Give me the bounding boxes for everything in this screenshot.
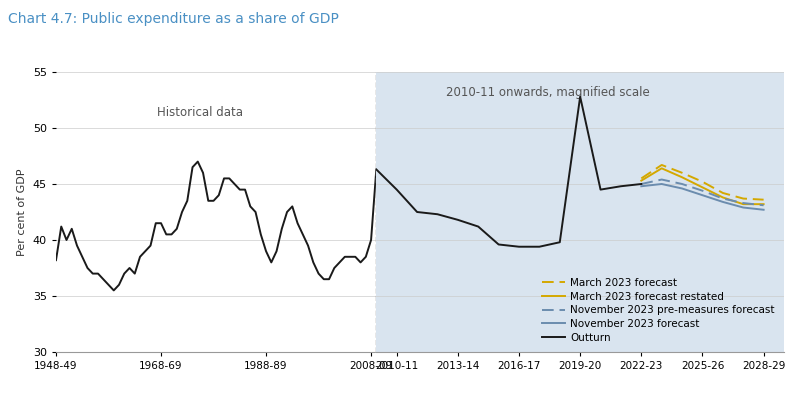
Text: Historical data: Historical data [157,106,243,119]
Text: 2010-11 onwards, magnified scale: 2010-11 onwards, magnified scale [446,86,650,99]
Y-axis label: Per cent of GDP: Per cent of GDP [18,168,27,256]
Legend: March 2023 forecast, March 2023 forecast restated, November 2023 pre-measures fo: March 2023 forecast, March 2023 forecast… [538,274,778,347]
Text: Chart 4.7: Public expenditure as a share of GDP: Chart 4.7: Public expenditure as a share… [8,12,339,26]
